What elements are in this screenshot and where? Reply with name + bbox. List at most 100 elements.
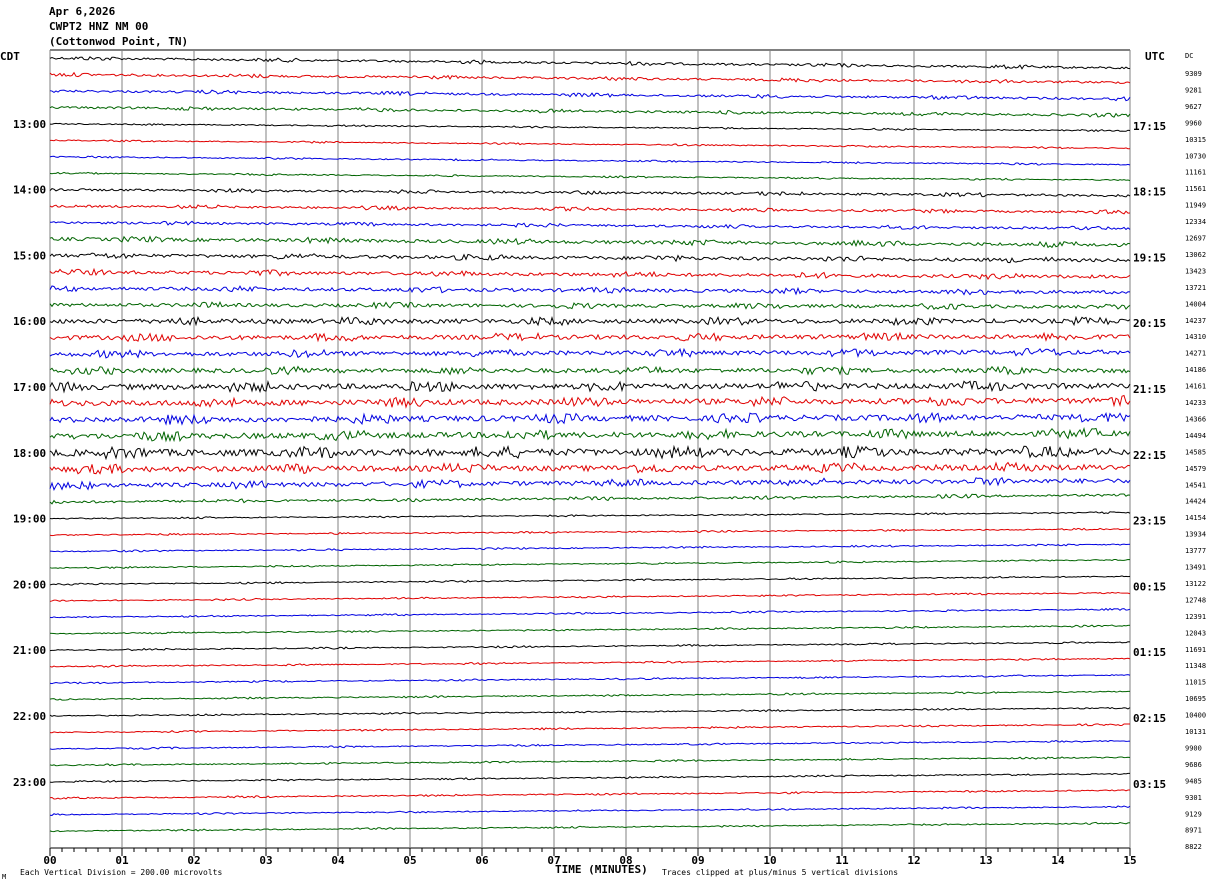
- trace-line: [49, 591, 1131, 602]
- right-hour-label: 23:15: [1133, 515, 1166, 528]
- trace-line: [49, 607, 1131, 619]
- trace-line: [49, 558, 1131, 570]
- trace-line: [49, 71, 1131, 84]
- right-hour-label: 01:15: [1133, 646, 1166, 659]
- trace-line: [49, 380, 1131, 394]
- x-tick-label: 15: [1123, 854, 1136, 867]
- trace-line: [49, 89, 1131, 102]
- x-tick-label: 09: [691, 854, 704, 867]
- left-hour-label: 20:00: [13, 578, 46, 591]
- dc-offset-label: 8822: [1185, 843, 1202, 851]
- dc-offset-label: 14541: [1185, 481, 1206, 489]
- dc-offset-label: 8971: [1185, 827, 1202, 835]
- dc-offset-label: 14366: [1185, 415, 1206, 423]
- trace-line: [49, 575, 1131, 586]
- dc-offset-label: 10131: [1185, 728, 1206, 736]
- trace-line: [49, 155, 1131, 166]
- dc-offset-label: 11561: [1185, 185, 1206, 193]
- trace-line: [49, 365, 1131, 376]
- dc-header-label: DC: [1185, 52, 1193, 60]
- dc-offset-label: 14237: [1185, 317, 1206, 325]
- trace-line: [49, 690, 1131, 701]
- dc-offset-label: 12391: [1185, 613, 1206, 621]
- trace-line: [49, 204, 1131, 215]
- trace-line: [49, 315, 1131, 327]
- trace-line: [49, 394, 1131, 409]
- dc-offset-label: 13491: [1185, 564, 1206, 572]
- trace-line: [49, 411, 1131, 426]
- dc-offset-label: 9627: [1185, 103, 1202, 111]
- trace-layer: [49, 56, 1131, 833]
- dc-offset-label: 12334: [1185, 218, 1206, 226]
- dc-offset-label: 13062: [1185, 251, 1206, 259]
- x-tick-label: 10: [763, 854, 776, 867]
- trace-line: [49, 267, 1131, 281]
- trace-line: [49, 235, 1131, 249]
- dc-offset-label: 14233: [1185, 399, 1206, 407]
- x-tick-label: 00: [43, 854, 56, 867]
- right-hour-label: 22:15: [1133, 449, 1166, 462]
- dc-offset-label: 9485: [1185, 777, 1202, 785]
- dc-offset-label: 9301: [1185, 794, 1202, 802]
- trace-line: [49, 444, 1131, 461]
- x-tick-label: 01: [115, 854, 129, 867]
- left-hour-label: 15:00: [13, 249, 46, 262]
- right-timezone-label: UTC: [1145, 50, 1165, 63]
- dc-offset-label: 14004: [1185, 300, 1206, 308]
- dc-offset-label: 9309: [1185, 70, 1202, 78]
- right-hour-label: 17:15: [1133, 120, 1166, 133]
- dc-offset-label: 13423: [1185, 267, 1206, 275]
- x-tick-label: 02: [187, 854, 200, 867]
- right-hour-label: 18:15: [1133, 186, 1166, 199]
- trace-line: [49, 252, 1131, 264]
- dc-offset-label: 13122: [1185, 580, 1206, 588]
- left-hour-label: 17:00: [13, 381, 46, 394]
- dc-offset-label: 14494: [1185, 432, 1206, 440]
- dc-offset-label: 9281: [1185, 86, 1202, 94]
- x-tick-label: 08: [619, 854, 632, 867]
- dc-offset-label: 12748: [1185, 596, 1206, 604]
- dc-offset-label: 14186: [1185, 366, 1206, 374]
- right-hour-label: 03:15: [1133, 778, 1166, 791]
- left-hour-label: 23:00: [13, 776, 46, 789]
- x-tick-label: 12: [907, 854, 920, 867]
- trace-line: [49, 739, 1131, 750]
- trace-line: [49, 461, 1131, 475]
- trace-line: [49, 674, 1131, 685]
- x-tick-label: 11: [835, 854, 849, 867]
- trace-line: [49, 122, 1131, 133]
- trace-line: [49, 805, 1131, 816]
- left-hour-label: 14:00: [13, 184, 46, 197]
- dc-offset-label: 14585: [1185, 448, 1206, 456]
- trace-line: [49, 187, 1131, 198]
- dc-offset-label: 13934: [1185, 531, 1206, 539]
- dc-offset-label: 14310: [1185, 333, 1206, 341]
- trace-line: [49, 426, 1131, 443]
- right-hour-label: 21:15: [1133, 383, 1166, 396]
- dc-offset-label: 12697: [1185, 235, 1206, 243]
- trace-line: [49, 756, 1131, 767]
- left-hour-label: 21:00: [13, 644, 46, 657]
- trace-line: [49, 347, 1131, 359]
- trace-line: [49, 657, 1131, 668]
- dc-offset-label: 10315: [1185, 136, 1206, 144]
- corner-mark: M: [2, 873, 6, 881]
- clipping-note: Traces clipped at plus/minus 5 vertical …: [662, 868, 898, 877]
- x-tick-label: 14: [1051, 854, 1065, 867]
- dc-offset-label: 14579: [1185, 465, 1206, 473]
- dc-offset-label: 11161: [1185, 169, 1206, 177]
- trace-line: [49, 543, 1131, 553]
- right-hour-label: 00:15: [1133, 580, 1166, 593]
- dc-offset-label: 9129: [1185, 810, 1202, 818]
- dc-offset-label: 10730: [1185, 152, 1206, 160]
- x-tick-label: 07: [547, 854, 560, 867]
- header-date: Apr 6,2026: [49, 5, 116, 18]
- trace-line: [49, 624, 1131, 635]
- right-hour-label: 20:15: [1133, 317, 1166, 330]
- dc-offset-label: 9900: [1185, 744, 1202, 752]
- trace-line: [49, 300, 1131, 311]
- x-tick-label: 04: [331, 854, 345, 867]
- dc-offset-label: 14424: [1185, 498, 1206, 506]
- dc-offset-label: 14271: [1185, 350, 1206, 358]
